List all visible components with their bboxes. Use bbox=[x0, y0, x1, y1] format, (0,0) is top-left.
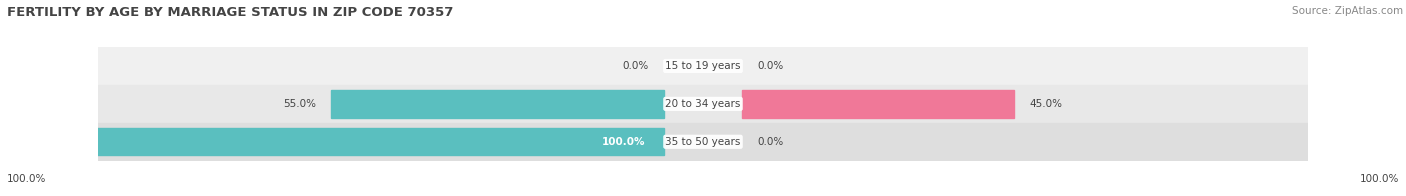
Text: 0.0%: 0.0% bbox=[758, 61, 783, 71]
Bar bbox=[742, 90, 1014, 118]
Text: FERTILITY BY AGE BY MARRIAGE STATUS IN ZIP CODE 70357: FERTILITY BY AGE BY MARRIAGE STATUS IN Z… bbox=[7, 6, 453, 19]
Text: 20 to 34 years: 20 to 34 years bbox=[665, 99, 741, 109]
Bar bbox=[98, 85, 1308, 123]
Bar bbox=[98, 47, 1308, 85]
Legend: Married, Unmarried: Married, Unmarried bbox=[621, 195, 785, 196]
Text: 45.0%: 45.0% bbox=[1029, 99, 1063, 109]
Text: 100.0%: 100.0% bbox=[1360, 174, 1399, 184]
Bar bbox=[332, 90, 664, 118]
Text: 55.0%: 55.0% bbox=[283, 99, 316, 109]
Text: 100.0%: 100.0% bbox=[7, 174, 46, 184]
Text: 0.0%: 0.0% bbox=[758, 137, 783, 147]
Text: 0.0%: 0.0% bbox=[623, 61, 648, 71]
Text: Source: ZipAtlas.com: Source: ZipAtlas.com bbox=[1292, 6, 1403, 16]
Text: 100.0%: 100.0% bbox=[602, 137, 645, 147]
Text: 15 to 19 years: 15 to 19 years bbox=[665, 61, 741, 71]
Bar bbox=[98, 123, 1308, 161]
Bar bbox=[59, 128, 664, 155]
Text: 35 to 50 years: 35 to 50 years bbox=[665, 137, 741, 147]
